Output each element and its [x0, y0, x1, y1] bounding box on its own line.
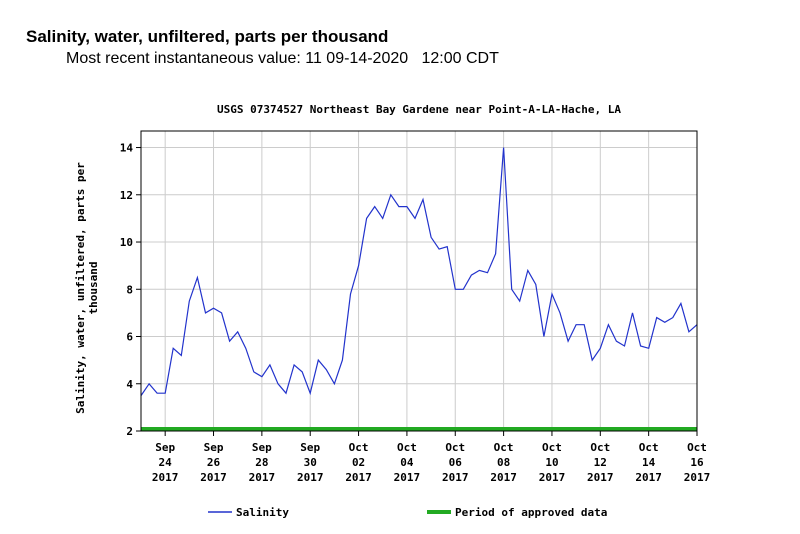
- plot-frame: [140, 130, 698, 432]
- x-tick-label: 24: [159, 456, 173, 469]
- x-tick-label: 14: [642, 456, 656, 469]
- y-axis-label-line: thousand: [87, 262, 100, 315]
- x-tick-label: 12: [594, 456, 607, 469]
- x-tick-label: 06: [449, 456, 463, 469]
- y-tick-label: 2: [126, 425, 133, 438]
- x-tick-label: 2017: [249, 471, 276, 484]
- x-tick-label: Sep: [252, 441, 272, 454]
- approved-period: [141, 427, 697, 431]
- x-tick-label: 2017: [442, 471, 469, 484]
- y-tick-label: 10: [120, 236, 133, 249]
- y-axis-label-line: Salinity, water, unfiltered, parts per: [74, 162, 87, 414]
- x-tick-label: Sep: [204, 441, 224, 454]
- x-tick-label: 08: [497, 456, 510, 469]
- y-axis-label: Salinity, water, unfiltered, parts per t…: [74, 162, 100, 414]
- x-tick-label: 2017: [394, 471, 421, 484]
- x-tick-label: 30: [304, 456, 317, 469]
- page-subtitle: Most recent instantaneous value: 11 09-1…: [66, 50, 499, 67]
- x-tick-label: Oct: [445, 441, 465, 454]
- x-tick-label: 2017: [152, 471, 179, 484]
- legend-label: Salinity: [236, 506, 289, 519]
- x-tick-label: Sep: [155, 441, 175, 454]
- x-tick-label: 2017: [587, 471, 614, 484]
- x-tick-label: 10: [545, 456, 558, 469]
- x-tick-label: 28: [255, 456, 268, 469]
- data-line: [140, 147, 698, 396]
- x-tick-label: Oct: [349, 441, 369, 454]
- x-tick-label: 2017: [200, 471, 227, 484]
- y-tick-label: 6: [126, 331, 133, 344]
- x-tick-label: 16: [690, 456, 704, 469]
- x-tick-label: 26: [207, 456, 221, 469]
- x-tick-label: 02: [352, 456, 365, 469]
- x-tick-label: Oct: [639, 441, 659, 454]
- x-tick-label: 2017: [539, 471, 566, 484]
- x-tick-label: 2017: [684, 471, 711, 484]
- y-tick-label: 8: [126, 283, 133, 296]
- x-tick-label: 04: [400, 456, 414, 469]
- x-tick-label: 2017: [490, 471, 517, 484]
- y-tick-label: 4: [126, 378, 133, 391]
- chart-title: USGS 07374527 Northeast Bay Gardene near…: [217, 103, 621, 116]
- x-tick-label: 2017: [345, 471, 372, 484]
- x-tick-label: 2017: [297, 471, 324, 484]
- x-tick-label: Sep: [300, 441, 320, 454]
- y-tick-label: 14: [120, 142, 134, 155]
- legend-label: Period of approved data: [455, 506, 607, 519]
- x-tick-label: 2017: [635, 471, 662, 484]
- x-tick-label: Oct: [494, 441, 514, 454]
- plot-area: [141, 131, 697, 431]
- x-tick-label: Oct: [590, 441, 610, 454]
- x-tick-label: Oct: [397, 441, 417, 454]
- page-title: Salinity, water, unfiltered, parts per t…: [26, 27, 388, 46]
- x-tick-label: Oct: [687, 441, 707, 454]
- x-tick-label: Oct: [542, 441, 562, 454]
- y-tick-label: 12: [120, 189, 133, 202]
